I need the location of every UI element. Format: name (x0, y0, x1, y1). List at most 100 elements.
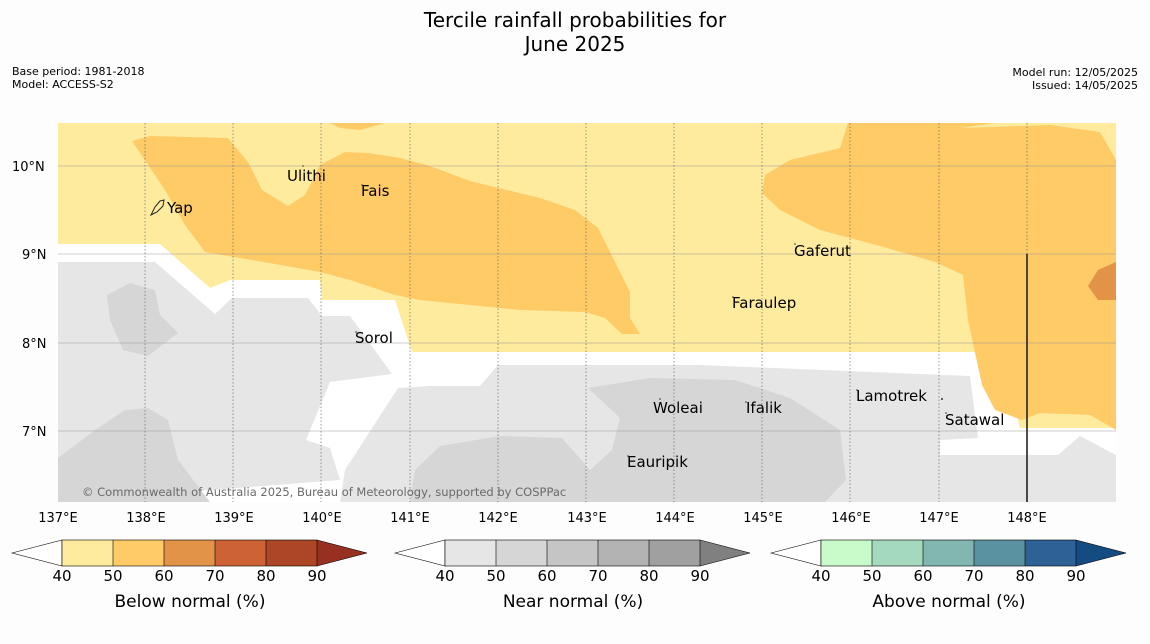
colorbar-low-triangle (769, 539, 822, 567)
colorbar-below (10, 539, 368, 567)
title-line-2: June 2025 (524, 32, 626, 56)
place-label-fais: Fais (361, 182, 390, 200)
tick-label: 70 (964, 567, 983, 585)
lon-label: 143°E (567, 511, 607, 526)
issued-text: Issued: 14/05/2025 (1031, 79, 1138, 92)
tick-labels-near: 40 50 60 70 80 90 (435, 567, 709, 585)
below-normal-50-region (330, 123, 385, 130)
tick-label: 80 (639, 567, 658, 585)
place-label-yap: Yap (166, 199, 193, 217)
lon-label: 141°E (390, 511, 430, 526)
gridlines (58, 123, 1116, 502)
colorbar-segment (62, 540, 113, 566)
tick-label: 60 (154, 567, 173, 585)
yap-island-icon (149, 199, 165, 217)
colorbar-segment (445, 540, 496, 566)
place-label-faraulep: Faraulep (732, 294, 796, 312)
colorbar-segment (547, 540, 598, 566)
lon-label: 147°E (919, 511, 959, 526)
place-label-satawal: Satawal (945, 411, 1004, 429)
colorbar-segment (496, 540, 547, 566)
colorbar-above (769, 539, 1127, 567)
legend-title-above: Above normal (%) (872, 592, 1026, 612)
colorbar-segment (215, 540, 266, 566)
lon-label: 137°E (38, 511, 78, 526)
meta-right: Model run: 12/05/2025 Issued: 14/05/2025 (1012, 66, 1138, 92)
colorbar-segment (821, 540, 872, 566)
below-normal-50-region (132, 136, 640, 334)
place-label-gaferut: Gaferut (794, 242, 851, 260)
map-fill-layer (58, 123, 1116, 502)
near-normal-50-region (410, 378, 846, 502)
tick-label: 80 (1015, 567, 1034, 585)
legend-title-below: Below normal (%) (114, 592, 266, 612)
near-normal-50-region (58, 408, 210, 502)
base-period-text: Base period: 1981-2018 (12, 65, 145, 78)
model-text: Model: ACCESS-S2 (12, 78, 114, 91)
colorbar-segment (872, 540, 923, 566)
place-label-ifalik: Ifalik (746, 399, 782, 417)
tick-label: 70 (588, 567, 607, 585)
colorbar-segment (649, 540, 700, 566)
tick-label: 40 (811, 567, 830, 585)
tick-label: 80 (256, 567, 275, 585)
colorbar-segment (974, 540, 1025, 566)
colorbar-high-triangle (700, 540, 750, 566)
colorbar-segment (164, 540, 215, 566)
title-line-1: Tercile rainfall probabilities for (423, 8, 727, 32)
place-label-lamotrek: Lamotrek (856, 387, 927, 405)
tick-label: 90 (690, 567, 709, 585)
near-normal-50-region (107, 283, 178, 356)
tick-label: 50 (103, 567, 122, 585)
tick-label: 50 (486, 567, 505, 585)
tick-label: 50 (862, 567, 881, 585)
lon-label: 138°E (126, 511, 166, 526)
below-normal-60-region (1088, 262, 1116, 300)
lat-label-7n: 7°N (22, 425, 47, 440)
map-title: Tercile rainfall probabilities for June … (0, 8, 1150, 56)
lon-labels: 137°E 138°E 139°E 140°E 141°E 142°E 143°… (38, 511, 1047, 526)
lat-label-8n: 8°N (22, 337, 47, 352)
colorbar-segment (113, 540, 164, 566)
colorbar-segment (266, 540, 317, 566)
copyright-text: © Commonwealth of Australia 2025, Bureau… (82, 485, 566, 499)
lat-label-9n: 9°N (22, 248, 47, 263)
colorbar-high-triangle (317, 540, 367, 566)
island-dots (302, 165, 947, 457)
lat-label-10n: 10°N (12, 160, 45, 175)
lon-label: 140°E (302, 511, 342, 526)
colorbar-segment (923, 540, 974, 566)
lon-label: 142°E (478, 511, 518, 526)
meta-left: Base period: 1981-2018 Model: ACCESS-S2 (12, 65, 144, 91)
tick-label: 60 (537, 567, 556, 585)
place-label-ulithi: Ulithi (287, 167, 326, 185)
place-label-eauripik: Eauripik (627, 453, 688, 471)
lon-label: 146°E (831, 511, 871, 526)
colorbar-segment (1025, 540, 1076, 566)
tick-label: 40 (435, 567, 454, 585)
tick-label: 70 (205, 567, 224, 585)
colorbar-near (393, 539, 751, 567)
tick-label: 90 (1066, 567, 1085, 585)
place-label-woleai: Woleai (653, 399, 703, 417)
lon-label: 139°E (214, 511, 254, 526)
lon-label: 148°E (1007, 511, 1047, 526)
colorbar-high-triangle (1076, 540, 1126, 566)
tick-labels-above: 40 50 60 70 80 90 (811, 567, 1085, 585)
legend-near-normal (393, 538, 753, 578)
model-run-text: Model run: 12/05/2025 (1012, 66, 1138, 79)
tick-label: 60 (913, 567, 932, 585)
tick-label: 90 (307, 567, 326, 585)
colorbar-low-triangle (10, 539, 63, 567)
legend-title-near: Near normal (%) (502, 592, 644, 612)
legend-above-normal (769, 538, 1129, 578)
colorbar-segment (598, 540, 649, 566)
place-label-sorol: Sorol (355, 329, 393, 347)
lon-label: 144°E (655, 511, 695, 526)
tick-labels-below: 40 50 60 70 80 90 (52, 567, 326, 585)
legend-below-normal (10, 538, 370, 578)
tick-label: 40 (52, 567, 71, 585)
colorbar-low-triangle (393, 539, 446, 567)
lon-label: 145°E (743, 511, 783, 526)
